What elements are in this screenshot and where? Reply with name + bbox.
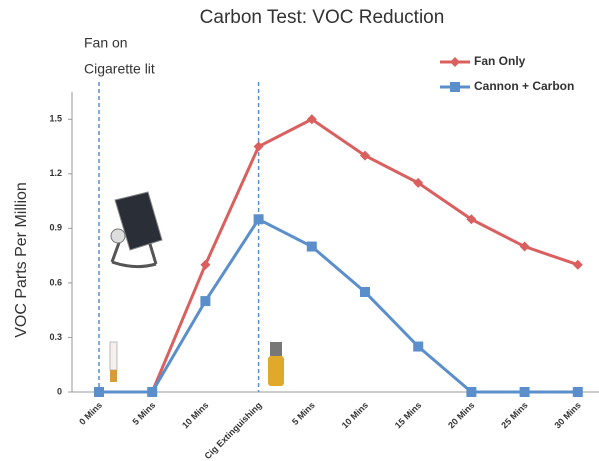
x-tick-label: 20 Mins (446, 400, 476, 430)
point (200, 296, 210, 306)
y-tick-label: 1.2 (49, 168, 62, 178)
chart: Carbon Test: VOC Reduction Fan on Cigare… (0, 0, 599, 461)
cigarette-image (110, 342, 117, 382)
point (413, 342, 423, 352)
point (147, 387, 157, 397)
y-axis-label: VOC Parts Per Million (13, 182, 30, 338)
point (520, 242, 530, 252)
x-tick-label: 10 Mins (340, 400, 370, 430)
point (200, 260, 210, 270)
solar-panel-image (111, 192, 162, 267)
x-tick-label: 25 Mins (499, 400, 529, 430)
x-tick-label: 5 Mins (130, 400, 157, 427)
series-line (99, 119, 578, 392)
x-tick-label: 30 Mins (552, 400, 582, 430)
y-tick-label: 0.6 (49, 277, 62, 287)
series-line (99, 219, 578, 392)
x-tick-label: 15 Mins (393, 400, 423, 430)
x-tick-label: 0 Mins (77, 400, 104, 427)
x-tick-label: 10 Mins (180, 400, 210, 430)
chart-title: Carbon Test: VOC Reduction (200, 7, 445, 28)
point (466, 387, 476, 397)
extinguisher-image (268, 342, 284, 386)
legend-label: Cannon + Carbon (474, 79, 574, 93)
point (573, 260, 583, 270)
x-tick-label: Cig Extinguishing (203, 400, 264, 461)
point (573, 387, 583, 397)
legend-label: Fan Only (474, 54, 526, 68)
annotation: Cigarette lit (84, 61, 155, 77)
point (360, 287, 370, 297)
y-tick-label: 0 (57, 386, 62, 396)
point (254, 214, 264, 224)
point (520, 387, 530, 397)
point (307, 242, 317, 252)
y-tick-label: 1.5 (49, 114, 62, 124)
legend-marker (450, 57, 460, 67)
y-tick-label: 0.9 (49, 223, 62, 233)
point (94, 387, 104, 397)
y-tick-label: 0.3 (49, 332, 62, 342)
point (254, 142, 264, 152)
x-tick-label: 5 Mins (290, 400, 317, 427)
annotation: Fan on (84, 35, 128, 51)
legend-marker (450, 82, 460, 92)
